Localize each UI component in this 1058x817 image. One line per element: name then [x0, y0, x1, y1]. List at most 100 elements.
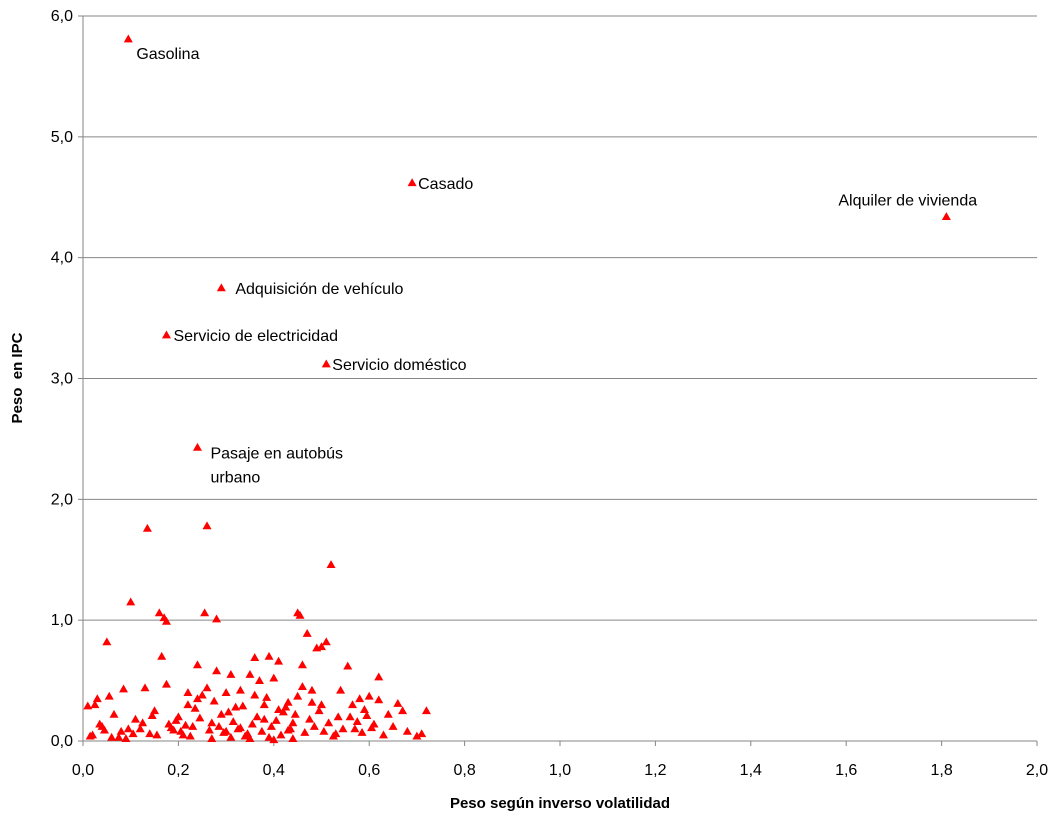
marker — [300, 728, 310, 736]
point-label: Adquisición de vehículo — [235, 281, 403, 298]
marker — [128, 729, 138, 738]
y-tick-label: 3,0 — [51, 371, 73, 388]
marker — [192, 660, 202, 669]
marker — [200, 608, 210, 617]
marker — [228, 717, 238, 726]
marker — [357, 728, 367, 736]
x-axis-title: Peso según inverso volatilidad — [450, 795, 670, 812]
x-tick-label: 1,6 — [835, 762, 857, 779]
marker — [262, 693, 272, 701]
marker — [305, 714, 315, 723]
marker — [209, 696, 219, 705]
marker — [90, 700, 100, 709]
marker — [317, 700, 326, 709]
marker — [226, 670, 236, 678]
point-label: Servicio doméstico — [332, 357, 466, 374]
marker — [345, 712, 355, 721]
marker — [245, 734, 255, 742]
marker — [119, 684, 129, 693]
marker — [85, 731, 95, 740]
marker — [176, 726, 186, 735]
x-tick-label: 1,8 — [930, 762, 952, 779]
marker — [271, 715, 281, 724]
marker — [114, 732, 124, 741]
x-tick-label: 1,0 — [549, 762, 571, 779]
marker — [140, 683, 150, 692]
marker — [290, 709, 300, 718]
marker — [226, 732, 236, 741]
marker — [276, 730, 286, 739]
y-tick-label: 0,0 — [51, 733, 73, 750]
marker — [393, 699, 403, 707]
marker — [259, 714, 269, 723]
marker — [398, 706, 408, 715]
marker — [283, 697, 293, 706]
point-label: Servicio de electricidad — [173, 328, 338, 345]
marker — [317, 642, 326, 651]
marker — [295, 610, 305, 619]
marker — [161, 679, 171, 688]
marker — [309, 722, 319, 730]
marker — [421, 706, 431, 715]
x-tick-label: 0,8 — [453, 762, 475, 779]
point-label: Pasaje en autobús — [210, 445, 343, 462]
marker — [302, 628, 312, 637]
marker — [274, 656, 284, 665]
marker — [245, 670, 255, 678]
marker — [359, 705, 369, 713]
marker — [355, 694, 365, 703]
marker — [254, 676, 264, 684]
marker — [183, 700, 193, 709]
marker — [102, 637, 112, 646]
marker — [374, 695, 384, 704]
x-tick-label: 2,0 — [1026, 762, 1048, 779]
marker — [326, 560, 336, 568]
point-label: Casado — [418, 176, 473, 193]
marker — [364, 691, 374, 700]
marker — [202, 521, 212, 530]
marker — [92, 694, 102, 703]
marker — [223, 707, 233, 716]
marker — [204, 725, 214, 734]
marker — [269, 735, 279, 744]
point-label: Gasolina — [136, 46, 199, 63]
marker — [107, 732, 117, 741]
marker — [233, 724, 243, 733]
marker — [324, 718, 334, 727]
marker — [219, 728, 229, 736]
y-tick-label: 2,0 — [51, 491, 73, 508]
marker — [336, 685, 346, 694]
marker — [297, 682, 307, 690]
marker — [231, 702, 241, 711]
marker — [257, 726, 267, 735]
marker — [259, 700, 269, 709]
marker — [321, 637, 331, 646]
x-tick-label: 0,2 — [167, 762, 189, 779]
marker — [307, 685, 317, 694]
marker — [171, 715, 181, 724]
y-tick-label: 5,0 — [51, 129, 73, 146]
marker — [212, 666, 222, 675]
marker — [185, 731, 195, 740]
marker — [321, 359, 331, 368]
marker — [83, 701, 93, 710]
marker — [407, 178, 417, 187]
y-tick-label: 4,0 — [51, 250, 73, 267]
x-tick-label: 0,0 — [72, 762, 94, 779]
marker — [374, 672, 384, 681]
marker — [383, 709, 393, 718]
marker — [192, 442, 202, 451]
marker — [212, 614, 222, 623]
marker — [161, 616, 171, 625]
y-axis-title: Peso en IPC — [9, 332, 26, 423]
y-tick-label: 6,0 — [51, 8, 73, 25]
marker — [362, 711, 372, 719]
marker — [252, 712, 262, 721]
marker — [417, 729, 427, 738]
marker — [142, 523, 152, 532]
x-tick-label: 1,4 — [740, 762, 762, 779]
marker — [135, 724, 145, 733]
marker — [307, 697, 317, 706]
marker — [181, 720, 191, 729]
marker — [319, 726, 329, 735]
